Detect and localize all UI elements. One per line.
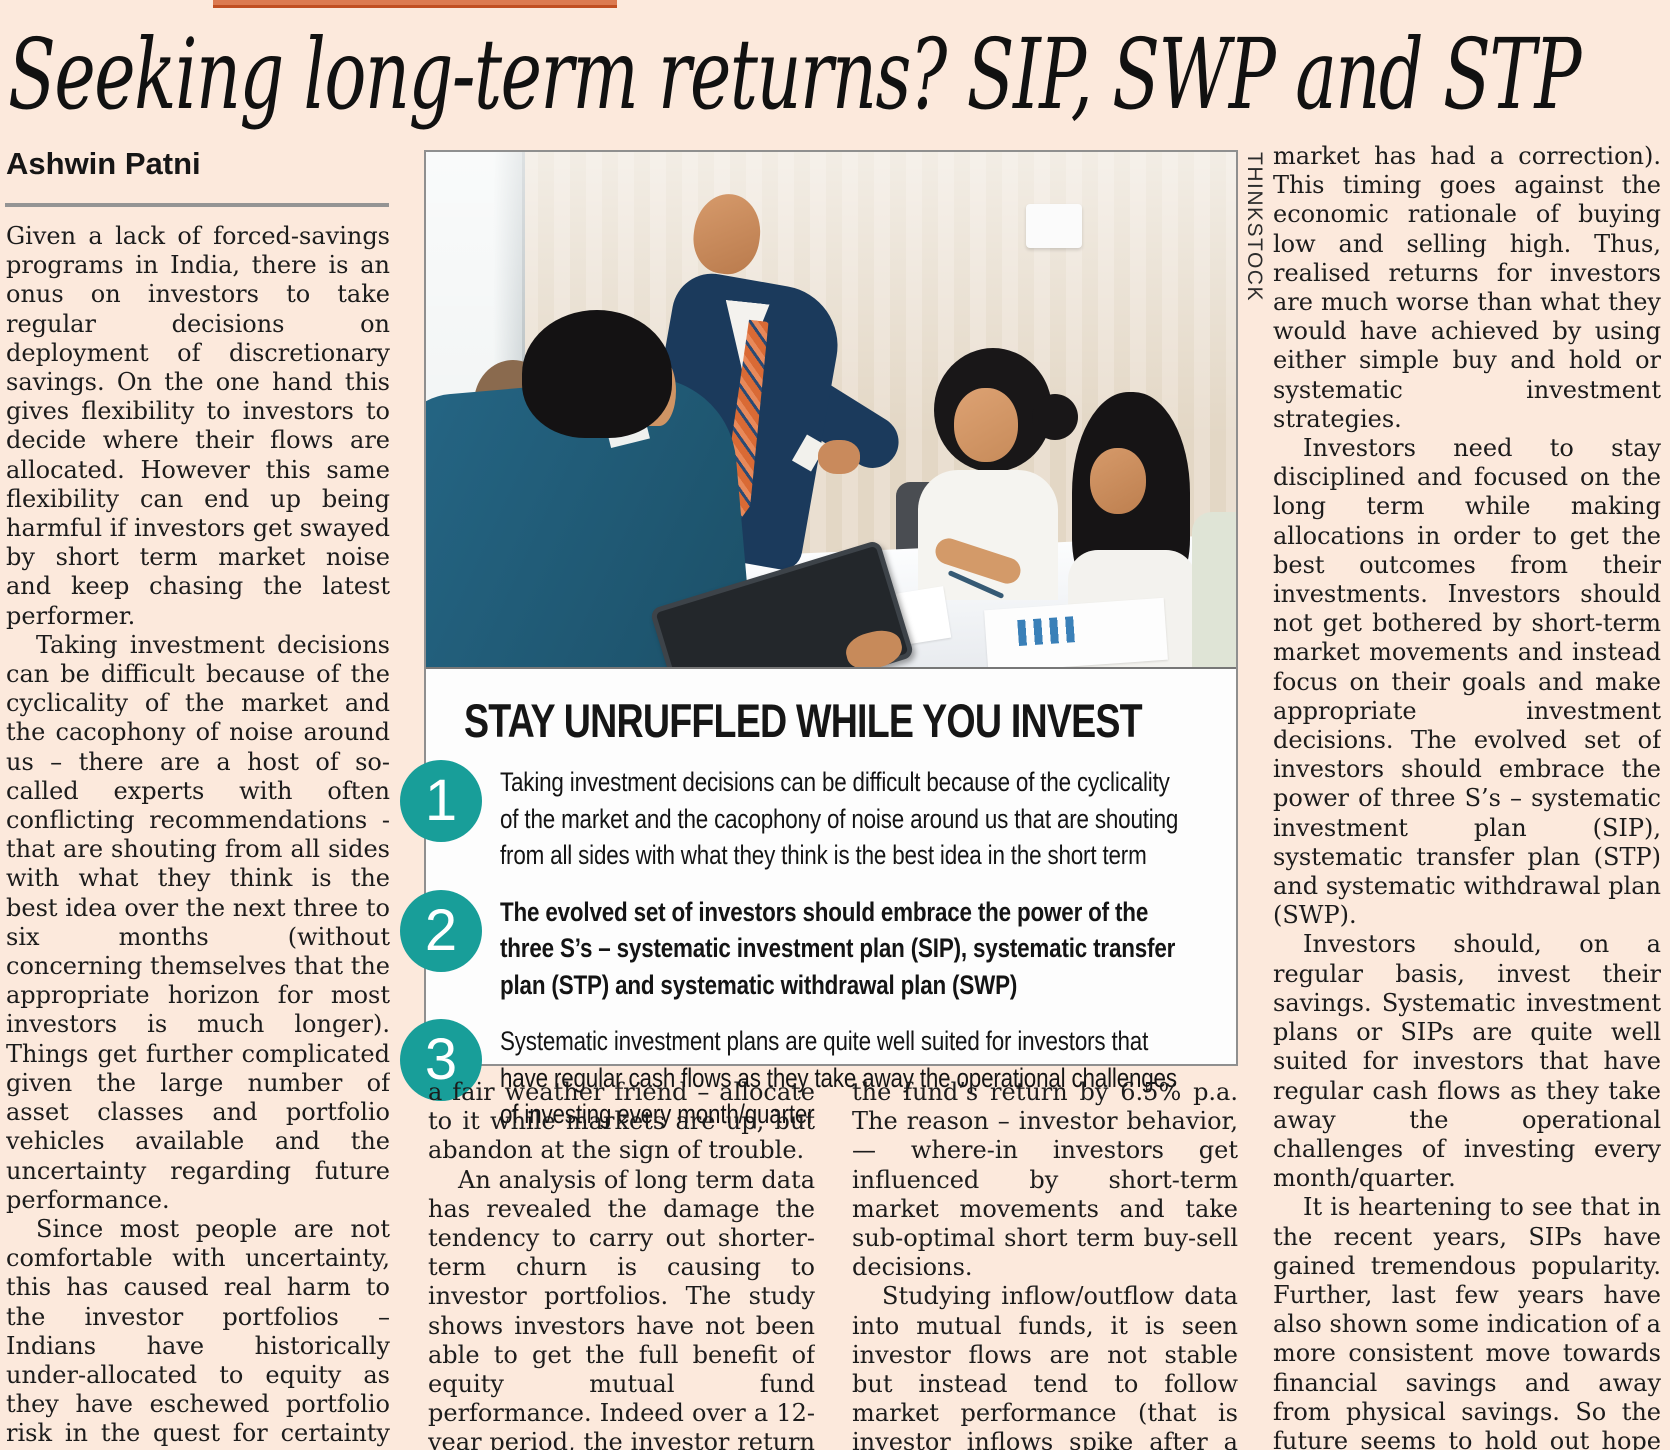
paragraph: It is heartening to see that in the rece… [1273, 1193, 1661, 1450]
woman1-face [954, 388, 1018, 462]
right-person-shoulder [1192, 512, 1236, 667]
photo-credit: THINKSTOCK [1243, 152, 1266, 302]
standing-man-hand [818, 440, 860, 474]
paragraph: the fund’s return by 6.5% p.a. The reaso… [852, 1078, 1238, 1282]
woman2-face [1090, 448, 1146, 514]
paragraph: Given a lack of forced-savings programs … [6, 222, 390, 630]
author-byline: Ashwin Patni [6, 146, 201, 181]
numbered-circle-1: 1 [400, 760, 482, 842]
infobox-item-text: The evolved set of investors should embr… [500, 896, 1176, 1000]
column-middle-right: the fund’s return by 6.5% p.a. The reaso… [852, 1078, 1238, 1450]
infobox-item-2: 2 The evolved set of investors should em… [400, 889, 1236, 1004]
paragraph: Investors should, on a regular basis, in… [1273, 930, 1661, 1193]
paragraph: a fair weather friend – allocate to it w… [428, 1078, 815, 1165]
infobox-item-text: Taking investment decisions can be diffi… [500, 767, 1179, 870]
numbered-circle-3: 3 [400, 1019, 482, 1101]
paragraph: market has had a correction). This timin… [1273, 142, 1661, 433]
meeting-photo [426, 152, 1236, 669]
article-headline: Seeking long-term returns? SIP, SWP and … [8, 18, 1582, 131]
woman1-blouse [918, 470, 1058, 600]
wall-switch [1026, 204, 1082, 248]
woman1-hair-bun [1032, 394, 1078, 440]
paragraph: Studying inflow/outflow data into mutual… [852, 1282, 1238, 1450]
foreground-man-hair [522, 310, 672, 438]
byline-divider [5, 203, 389, 207]
paragraph: An analysis of long term data has reveal… [428, 1165, 815, 1450]
paragraph: Since most people are not comfortable wi… [6, 1214, 390, 1450]
column-left: Given a lack of forced-savings programs … [6, 222, 390, 1450]
column-middle-left: a fair weather friend – allocate to it w… [428, 1078, 815, 1450]
section-rule-bar [213, 0, 617, 8]
paragraph: Investors need to stay disciplined and f… [1273, 434, 1661, 930]
infobox-item-1: 1 Taking investment decisions can be dif… [400, 760, 1236, 874]
infobox-item-text: Systematic investment plans are quite we… [500, 1026, 1177, 1129]
column-right: market has had a correction). This timin… [1273, 142, 1661, 1450]
numbered-circle-2: 2 [400, 889, 482, 972]
paragraph: Taking investment decisions can be diffi… [6, 630, 390, 1214]
infobox-title: STAY UNRUFFLED WHILE YOU INVEST [464, 694, 1143, 747]
infobox-item-3: 3 Systematic investment plans are quite … [400, 1019, 1236, 1133]
bar-chart-printout [1017, 615, 1079, 647]
photo-infobox-panel: STAY UNRUFFLED WHILE YOU INVEST 1 Taking… [400, 150, 1238, 1129]
